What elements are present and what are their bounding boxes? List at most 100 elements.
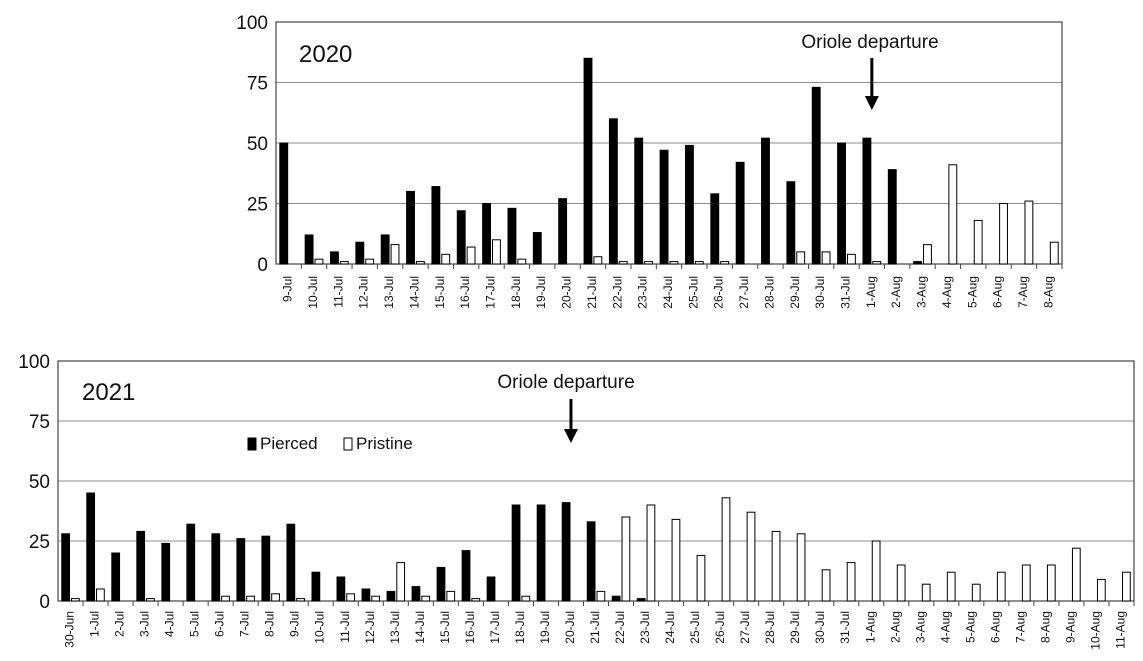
y-tick-label: 75 (29, 412, 50, 433)
bar-pristine-31-Jul (846, 562, 856, 602)
x-tick-label: 22-Jul (610, 276, 624, 309)
x-tick-label: 9-Aug (1063, 611, 1077, 643)
bar-pristine-26-Jul (721, 497, 731, 602)
bar-pristine-30-Jun (71, 598, 80, 602)
bar-pierced-12-Jul (355, 241, 365, 265)
x-tick-label: 6-Aug (988, 611, 1002, 643)
bar-pristine-21-Jul (593, 256, 603, 265)
bar-pristine-18-Jul (521, 595, 531, 602)
bar-pristine-2-Aug (896, 564, 906, 602)
bar-pristine-11-Jul (346, 593, 356, 602)
x-tick-label: 27-Jul (737, 276, 751, 309)
bar-pierced-20-Jul (561, 502, 571, 602)
bar-pierced-9-Jul (286, 523, 296, 602)
x-tick-label: 30-Jul (813, 611, 827, 644)
bar-pristine-6-Aug (999, 203, 1008, 265)
bar-pierced-13-Jul (386, 590, 396, 602)
bar-pristine-29-Jul (796, 533, 806, 602)
bar-pristine-21-Jul (596, 590, 606, 602)
y-tick-label: 50 (247, 134, 268, 155)
bar-pierced-4-Jul (161, 542, 171, 602)
x-tick-label: 16-Jul (463, 611, 477, 644)
x-tick-label: 29-Jul (788, 276, 802, 309)
bar-pierced-19-Jul (536, 504, 546, 602)
bar-pierced-14-Jul (406, 190, 415, 265)
bar-pierced-6-Jul (211, 533, 221, 602)
bar-pristine-16-Jul (471, 598, 481, 602)
bar-pristine-7-Aug (1021, 564, 1031, 602)
bar-pristine-27-Jul (746, 511, 756, 602)
chart-0: 0 25 50 75 100 9-Jul 10-Jul 11-Jul 12-Jul 13-Jul 1… (236, 13, 1063, 309)
y-tick-label: 50 (29, 472, 50, 493)
bar-pristine-1-Aug (871, 540, 881, 602)
y-tick-label: 25 (29, 532, 50, 553)
x-tick-label: 18-Jul (513, 611, 527, 644)
bar-pristine-26-Jul (720, 261, 730, 265)
bar-pristine-23-Jul (646, 504, 656, 602)
y-tick-label: 100 (18, 352, 50, 373)
x-tick-label: 8-Aug (1038, 611, 1052, 643)
bar-pristine-11-Jul (339, 261, 349, 265)
bar-pristine-24-Jul (671, 518, 681, 602)
bar-pristine-7-Aug (1024, 200, 1034, 265)
x-tick-label: 15-Jul (433, 276, 447, 309)
x-tick-label: 11-Aug (1113, 611, 1127, 649)
bar-pierced-13-Jul (380, 234, 390, 265)
x-tick-label: 7-Jul (238, 611, 252, 637)
x-tick-label: 5-Aug (965, 276, 979, 308)
bar-pierced-20-Jul (558, 198, 568, 265)
x-tick-label: 3-Jul (138, 611, 152, 637)
bar-pristine-6-Aug (996, 571, 1006, 602)
bar-pristine-12-Jul (371, 595, 381, 602)
x-tick-label: 14-Jul (413, 611, 427, 644)
x-tick-label: 23-Jul (636, 276, 650, 309)
bar-pierced-17-Jul (486, 576, 496, 602)
x-tick-label: 12-Jul (357, 276, 371, 309)
bar-pierced-16-Jul (461, 550, 471, 602)
x-tick-label: 24-Jul (661, 276, 675, 309)
x-tick-label: 13-Jul (382, 276, 396, 309)
annotation-arrow-head (864, 96, 879, 110)
x-tick-label: 2-Aug (889, 276, 903, 308)
x-tick-label: 1-Jul (88, 611, 102, 637)
bar-pierced-10-Jul (304, 234, 314, 265)
x-tick-label: 30-Jul (813, 276, 827, 309)
x-tick-label: 12-Jul (363, 611, 377, 644)
chart-1: 0 25 50 75 100 30-Jun 1-Jul 2-Jul 3-Jul 4-Jul 5-Ju… (18, 352, 1135, 650)
x-tick-label: 17-Jul (488, 611, 502, 644)
bar-pierced-14-Jul (411, 586, 421, 602)
bar-pristine-8-Jul (271, 593, 280, 602)
legend-label-pristine: Pristine (356, 434, 413, 453)
bar-pierced-27-Jul (735, 161, 745, 265)
bar-pristine-13-Jul (390, 244, 400, 265)
x-tick-label: 25-Jul (686, 276, 700, 309)
x-tick-label: 21-Jul (588, 611, 602, 644)
y-tick-label: 25 (247, 195, 268, 216)
x-tick-label: 10-Jul (313, 611, 327, 644)
legend-swatch-pierced (247, 437, 257, 451)
bar-pristine-30-Jul (821, 569, 831, 602)
bar-pierced-29-Jul (786, 181, 796, 265)
bar-pristine-28-Jul (771, 530, 781, 602)
x-tick-label: 26-Jul (712, 276, 726, 309)
x-tick-label: 20-Jul (560, 276, 574, 309)
bar-pristine-22-Jul (621, 516, 631, 602)
bar-pierced-24-Jul (659, 149, 669, 265)
bar-pristine-3-Aug (923, 244, 932, 265)
x-tick-label: 11-Jul (338, 611, 352, 643)
bar-pristine-24-Jul (669, 261, 679, 265)
x-tick-label: 6-Aug (991, 276, 1005, 308)
bar-pierced-22-Jul (611, 595, 621, 602)
x-tick-label: 26-Jul (713, 611, 727, 644)
bar-pristine-30-Jul (821, 251, 831, 265)
x-tick-label: 4-Aug (940, 276, 954, 308)
bar-pristine-10-Aug (1096, 578, 1106, 602)
bar-pristine-4-Aug (948, 164, 958, 265)
x-tick-label: 29-Jul (788, 611, 802, 644)
bar-pierced-25-Jul (684, 144, 694, 265)
x-tick-label: 11-Jul (331, 276, 345, 308)
bar-pierced-30-Jul (811, 86, 821, 265)
x-tick-label: 20-Jul (563, 611, 577, 644)
